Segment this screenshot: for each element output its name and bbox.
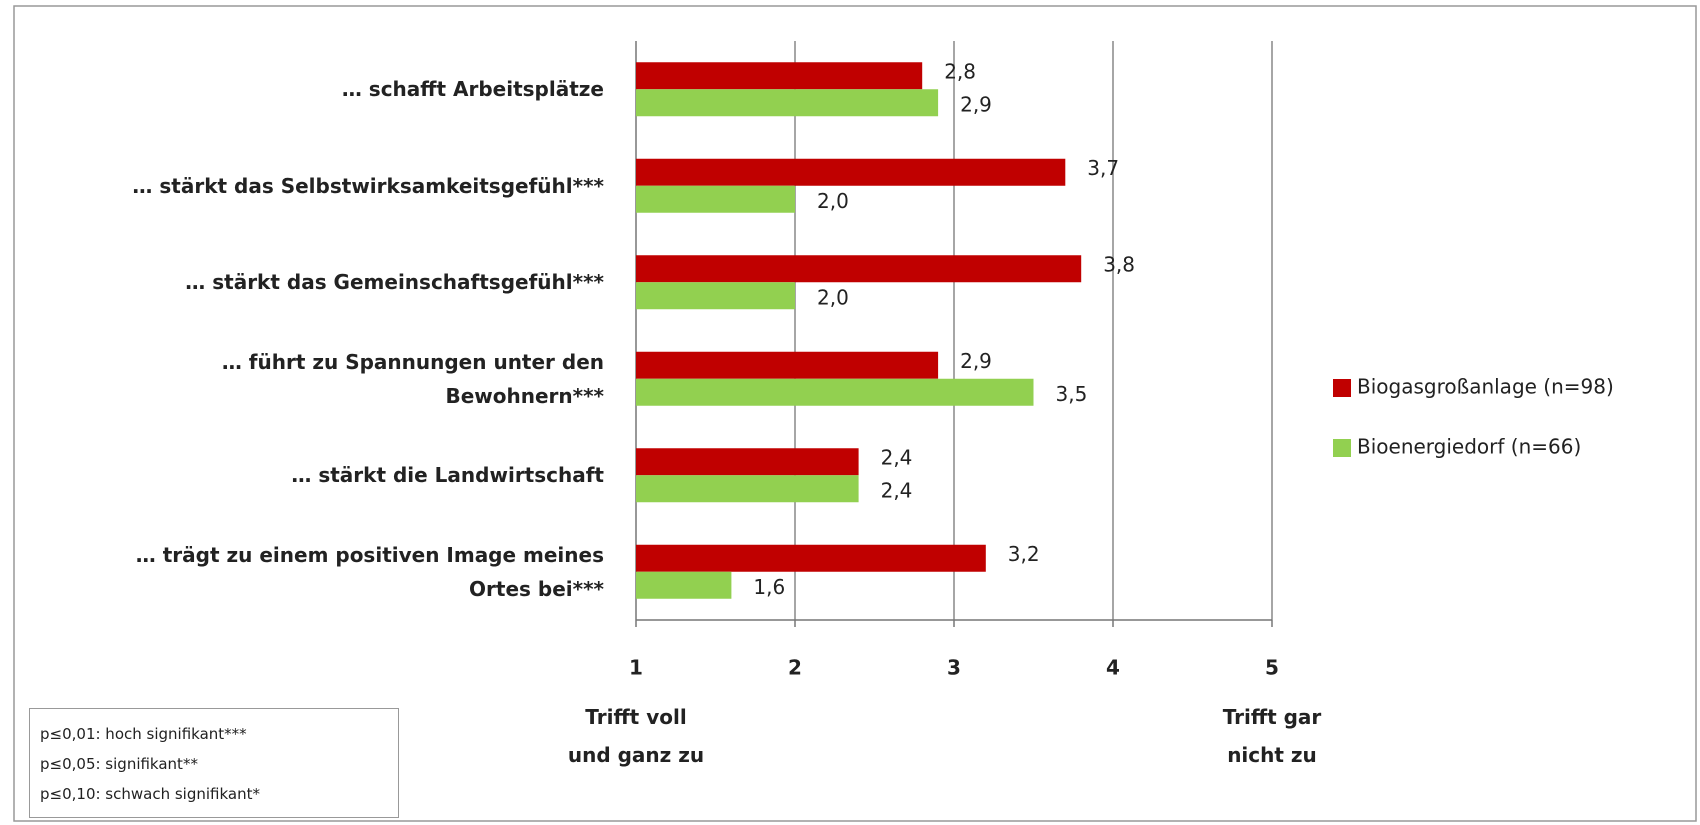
note-line: p≤0,01: hoch signifikant*** [40, 725, 247, 743]
notes-box: p≤0,01: hoch signifikant*** p≤0,05: signi… [29, 708, 399, 818]
x-tick-label: 1 [629, 656, 643, 680]
category-label: … trägt zu einem positiven Image meines … [135, 542, 604, 601]
x-tick-label: 3 [947, 656, 961, 680]
data-label: 2,9 [960, 92, 992, 116]
data-label: 2,0 [817, 189, 849, 213]
bar [636, 62, 923, 90]
data-label: 3,7 [1087, 156, 1119, 180]
note-line: p≤0,10: schwach signifikant* [40, 785, 260, 803]
legend-swatch [1333, 379, 1351, 397]
data-label: 2,9 [960, 349, 992, 373]
data-label: 2,8 [944, 59, 976, 83]
x-tick-label: 5 [1265, 656, 1279, 680]
bar [636, 448, 859, 476]
bar [636, 571, 732, 599]
x-tick-label: 2 [788, 656, 802, 680]
data-label: 2,0 [817, 285, 849, 309]
category-label: … führt zu Spannungen unter den Bewohner… [221, 349, 604, 408]
category-label: … stärkt die Landwirtschaft [291, 463, 604, 488]
data-label: 2,4 [881, 478, 913, 502]
chart-frame [13, 5, 1697, 822]
data-label: 3,5 [1056, 382, 1088, 406]
data-label: 2,4 [881, 445, 913, 469]
bar [636, 475, 859, 503]
bar [636, 158, 1066, 186]
category-label: … stärkt das Gemeinschaftsgefühl*** [185, 270, 604, 295]
bar [636, 185, 795, 213]
bar [636, 282, 795, 310]
note-line: p≤0,05: signifikant** [40, 755, 198, 773]
bar [636, 378, 1034, 406]
bar [636, 351, 939, 379]
axis-end-label: Trifft voll und ganz zu [567, 705, 705, 767]
x-tick-label: 4 [1106, 656, 1120, 680]
data-label: 1,6 [753, 575, 785, 599]
legend-label: Bioenergiedorf (n=66) [1357, 435, 1581, 459]
bar [636, 255, 1082, 283]
data-label: 3,2 [1008, 542, 1040, 566]
axis-end-label: Trifft gar nicht zu [1222, 705, 1322, 767]
category-label: … stärkt das Selbstwirksamkeitsgefühl*** [132, 173, 604, 198]
legend-label: Biogasgroßanlage (n=98) [1357, 375, 1614, 399]
legend-swatch [1333, 439, 1351, 457]
bar [636, 544, 986, 572]
bar [636, 89, 939, 117]
category-label: … schafft Arbeitsplätze [341, 77, 604, 102]
data-label: 3,8 [1103, 252, 1135, 276]
